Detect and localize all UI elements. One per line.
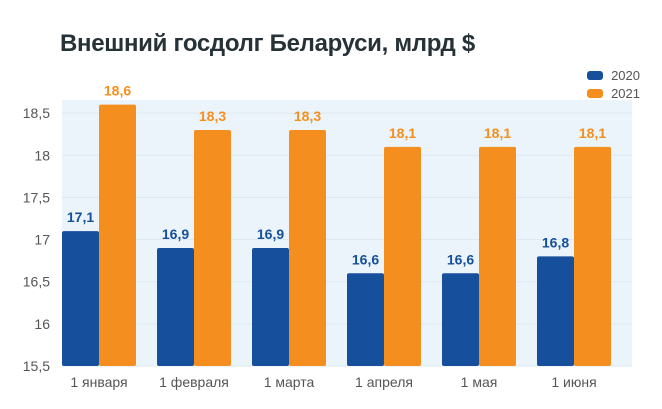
bar-2021 xyxy=(479,146,516,366)
data-label-2020: 16,9 xyxy=(162,226,189,242)
x-tick-label: 1 января xyxy=(70,374,127,390)
x-tick-label: 1 февраля xyxy=(159,374,229,390)
legend-item-2020: 2020 xyxy=(587,66,640,84)
legend-item-2021: 2021 xyxy=(587,84,640,102)
bar-2020 xyxy=(537,256,574,366)
legend: 2020 2021 xyxy=(587,66,640,102)
y-tick-label: 17,5 xyxy=(23,189,50,205)
bar-2020 xyxy=(62,231,99,366)
y-tick-label: 16 xyxy=(34,316,50,332)
legend-label-2021: 2021 xyxy=(611,85,640,101)
bar-2020 xyxy=(347,273,384,366)
data-label-2020: 16,6 xyxy=(447,251,474,267)
x-tick-label: 1 мая xyxy=(461,374,498,390)
x-tick-label: 1 апреля xyxy=(355,374,413,390)
y-tick-label: 18,5 xyxy=(23,105,50,121)
data-label-2020: 17,1 xyxy=(67,209,94,225)
legend-swatch-2020 xyxy=(587,70,604,80)
data-label-2021: 18,1 xyxy=(389,125,416,141)
legend-swatch-2021 xyxy=(587,88,604,98)
bar-2021 xyxy=(384,146,421,366)
legend-label-2020: 2020 xyxy=(611,67,640,83)
data-label-2021: 18,6 xyxy=(104,83,131,99)
bar-2020 xyxy=(252,247,289,366)
bar-2021 xyxy=(194,129,231,366)
data-label-2021: 18,1 xyxy=(484,125,511,141)
data-label-2020: 16,9 xyxy=(257,226,284,242)
x-tick-label: 1 июня xyxy=(551,374,596,390)
bar-2020 xyxy=(442,273,479,366)
x-tick-label: 1 марта xyxy=(264,374,315,390)
bar-2021 xyxy=(289,129,326,366)
data-label-2020: 16,6 xyxy=(352,251,379,267)
y-tick-label: 16,5 xyxy=(23,274,50,290)
data-label-2021: 18,1 xyxy=(579,125,606,141)
y-tick-label: 15,5 xyxy=(23,358,50,374)
y-tick-label: 17 xyxy=(34,232,50,248)
bar-2020 xyxy=(157,247,194,366)
y-tick-label: 18 xyxy=(34,147,50,163)
data-label-2021: 18,3 xyxy=(294,108,321,124)
chart-title: Внешний госдолг Беларуси, млрд $ xyxy=(60,30,475,57)
data-label-2021: 18,3 xyxy=(199,108,226,124)
data-label-2020: 16,8 xyxy=(542,234,569,250)
bar-2021 xyxy=(574,146,611,366)
bar-2021 xyxy=(99,104,136,367)
